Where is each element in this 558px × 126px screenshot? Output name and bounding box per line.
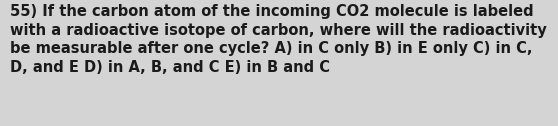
- Text: 55) If the carbon atom of the incoming CO2 molecule is labeled
with a radioactiv: 55) If the carbon atom of the incoming C…: [10, 4, 547, 75]
